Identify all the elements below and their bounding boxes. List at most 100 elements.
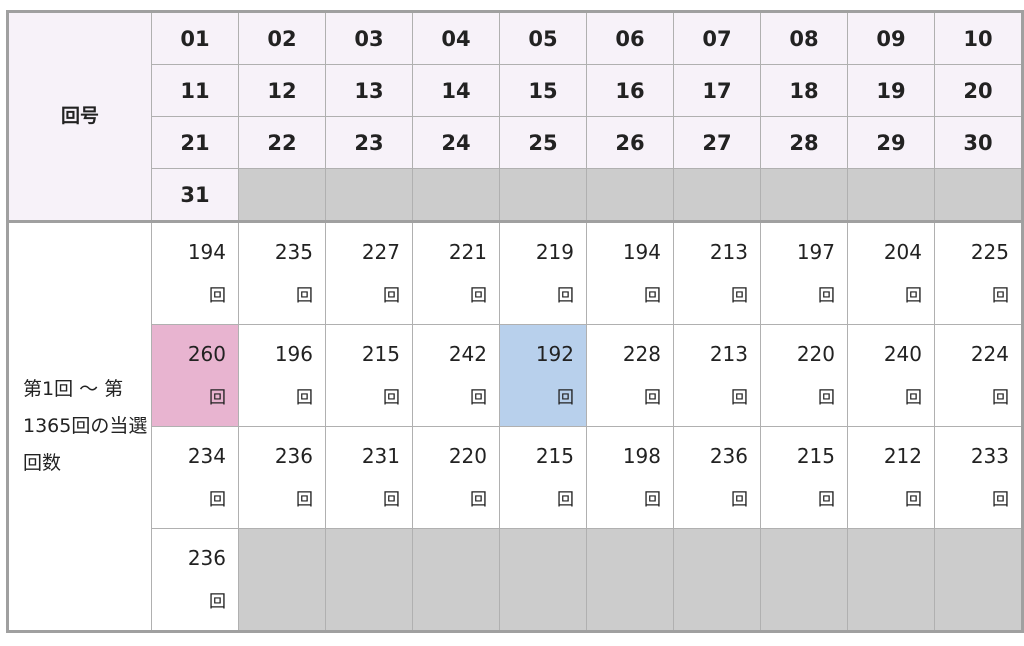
- count-cell: 219 回: [499, 220, 587, 325]
- count-cell: 234 回: [151, 426, 239, 529]
- count-row: 第1回 ～ 第1365回の当選回数 194 回 235 回 227 回 221 回 219 回 194…: [7, 220, 1023, 632]
- count-cell: 260 回: [151, 324, 239, 427]
- number-row: 11 12 13 14 15 16 17 18 19 20: [8, 64, 1023, 117]
- empty-cell: [238, 168, 326, 222]
- count-unit: 回: [731, 285, 748, 306]
- count-unit: 回: [470, 489, 487, 510]
- count-value: 260: [187, 341, 226, 366]
- count-unit: 回: [296, 489, 313, 510]
- count-row: 260 回 196 回 215 回 242 回 192 回 228 回 213 回 220 回 240 回 224 回: [8, 324, 1023, 427]
- count-unit: 回: [209, 489, 226, 510]
- number-cell: 29: [847, 116, 935, 169]
- count-value: 192: [535, 341, 574, 366]
- number-cell: 08: [760, 11, 848, 65]
- number-header-label: 回号: [7, 11, 152, 222]
- count-row: 234 回 236 回 231 回 220 回 215 回 198 回 236 回 215 回 212 回 233 回: [8, 426, 1023, 529]
- number-cell: 22: [238, 116, 326, 169]
- number-cell: 23: [325, 116, 413, 169]
- count-unit: 回: [557, 285, 574, 306]
- count-value: 236: [274, 443, 313, 468]
- number-cell: 16: [586, 64, 674, 117]
- count-value: 204: [883, 239, 922, 264]
- count-value: 221: [448, 239, 487, 264]
- count-unit: 回: [296, 285, 313, 306]
- count-unit: 回: [557, 489, 574, 510]
- count-cell: 221 回: [412, 220, 500, 325]
- number-cell: 19: [847, 64, 935, 117]
- count-unit: 回: [644, 489, 661, 510]
- count-value: 215: [535, 443, 574, 468]
- number-cell: 21: [151, 116, 239, 169]
- count-cell: 220 回: [760, 324, 848, 427]
- count-cell: 215 回: [325, 324, 413, 427]
- number-cell: 11: [151, 64, 239, 117]
- count-cell: 227 回: [325, 220, 413, 325]
- number-cell: 13: [325, 64, 413, 117]
- count-unit: 回: [905, 285, 922, 306]
- empty-cell: [238, 528, 326, 632]
- count-unit: 回: [644, 285, 661, 306]
- count-cell: 236 回: [151, 528, 239, 632]
- count-cell: 224 回: [934, 324, 1023, 427]
- count-value: 213: [709, 341, 748, 366]
- count-value: 224: [970, 341, 1009, 366]
- count-unit: 回: [209, 591, 226, 612]
- number-row: 31: [8, 168, 1023, 222]
- count-value: 220: [796, 341, 835, 366]
- number-cell: 06: [586, 11, 674, 65]
- number-cell: 15: [499, 64, 587, 117]
- count-value: 212: [883, 443, 922, 468]
- count-value: 234: [187, 443, 226, 468]
- number-cell: 30: [934, 116, 1023, 169]
- count-cell: 228 回: [586, 324, 674, 427]
- count-cell: 235 回: [238, 220, 326, 325]
- count-cell: 231 回: [325, 426, 413, 529]
- count-unit: 回: [383, 387, 400, 408]
- count-cell: 215 回: [760, 426, 848, 529]
- count-cell: 194 回: [151, 220, 239, 325]
- count-value: 235: [274, 239, 313, 264]
- count-value: 236: [709, 443, 748, 468]
- count-cell: 213 回: [673, 324, 761, 427]
- count-value: 197: [796, 239, 835, 264]
- count-unit: 回: [557, 387, 574, 408]
- number-cell: 14: [412, 64, 500, 117]
- count-unit: 回: [470, 387, 487, 408]
- count-unit: 回: [731, 489, 748, 510]
- number-cell: 18: [760, 64, 848, 117]
- number-cell: 28: [760, 116, 848, 169]
- empty-cell: [499, 528, 587, 632]
- number-cell: 24: [412, 116, 500, 169]
- count-cell: 196 回: [238, 324, 326, 427]
- empty-cell: [586, 168, 674, 222]
- number-cell: 05: [499, 11, 587, 65]
- count-value: 236: [187, 545, 226, 570]
- count-cell: 240 回: [847, 324, 935, 427]
- number-cell: 04: [412, 11, 500, 65]
- count-cell: 212 回: [847, 426, 935, 529]
- count-cell: 204 回: [847, 220, 935, 325]
- number-row: 21 22 23 24 25 26 27 28 29 30: [8, 116, 1023, 169]
- count-unit: 回: [992, 489, 1009, 510]
- count-cell: 233 回: [934, 426, 1023, 529]
- count-cell: 242 回: [412, 324, 500, 427]
- empty-cell: [847, 528, 935, 632]
- number-row: 回号 01 02 03 04 05 06 07 08 09 10: [7, 11, 1023, 222]
- count-value: 225: [970, 239, 1009, 264]
- empty-cell: [586, 528, 674, 632]
- count-cell: 213 回: [673, 220, 761, 325]
- empty-cell: [412, 528, 500, 632]
- count-value: 227: [361, 239, 400, 264]
- count-unit: 回: [383, 489, 400, 510]
- count-unit: 回: [470, 285, 487, 306]
- count-cell: 198 回: [586, 426, 674, 529]
- empty-cell: [325, 168, 413, 222]
- count-cell: 215 回: [499, 426, 587, 529]
- count-value: 215: [796, 443, 835, 468]
- count-cell: 220 回: [412, 426, 500, 529]
- count-value: 194: [622, 239, 661, 264]
- number-cell: 17: [673, 64, 761, 117]
- empty-cell: [499, 168, 587, 222]
- count-value: 194: [187, 239, 226, 264]
- count-unit: 回: [992, 285, 1009, 306]
